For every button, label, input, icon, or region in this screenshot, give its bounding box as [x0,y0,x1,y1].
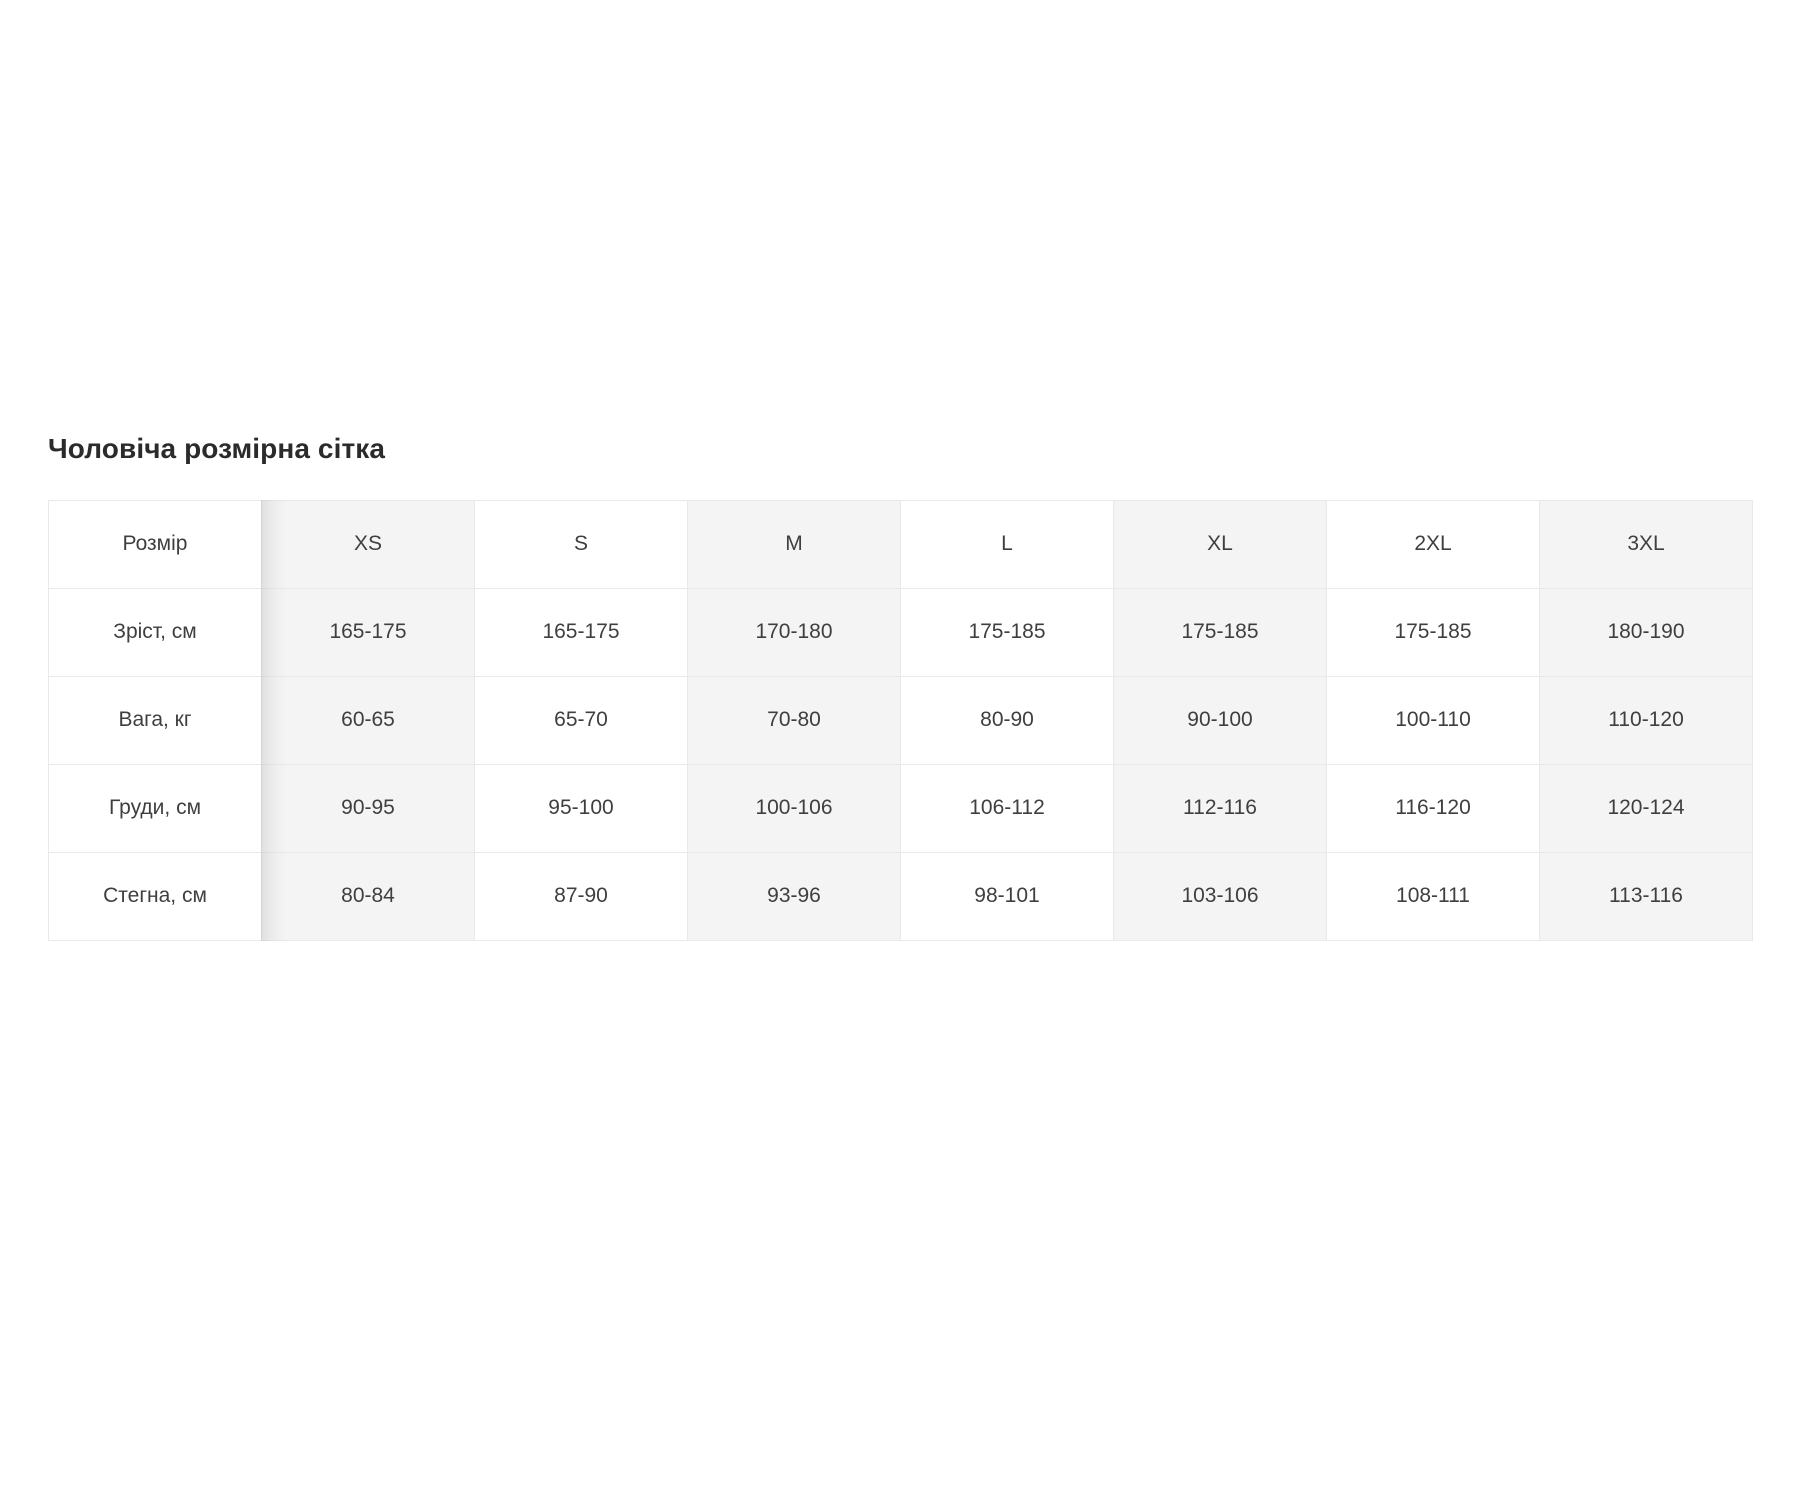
column-header-m: M [687,499,901,589]
cell-height-l: 175-185 [900,587,1114,677]
cell-chest-s: 95-100 [474,763,688,853]
cell-height-m: 170-180 [687,587,901,677]
page-title: Чоловіча розмірна сітка [48,433,386,464]
cell-height-xl: 175-185 [1113,587,1327,677]
cell-hips-2xl: 108-111 [1326,851,1540,941]
cell-height-2xl: 175-185 [1326,587,1540,677]
cell-hips-m: 93-96 [687,851,901,941]
cell-hips-xs: 80-84 [261,851,475,941]
cell-weight-s: 65-70 [474,675,688,765]
cell-weight-3xl: 110-120 [1539,675,1753,765]
column-header-size-label: Розмір [48,499,262,589]
cell-hips-s: 87-90 [474,851,688,941]
cell-weight-l: 80-90 [900,675,1114,765]
cell-hips-xl: 103-106 [1113,851,1327,941]
cell-height-s: 165-175 [474,587,688,677]
cell-height-xs: 165-175 [261,587,475,677]
table-header-row: Розмір XS S M L XL 2XL 3XL [48,499,1753,589]
cell-height-3xl: 180-190 [1539,587,1753,677]
size-chart-block: Чоловіча розмірна сітка Розмір XS S M L … [48,432,1753,941]
cell-weight-2xl: 100-110 [1326,675,1540,765]
table-row: Стегна, см 80-84 87-90 93-96 98-101 103-… [48,851,1753,941]
column-header-s: S [474,499,688,589]
cell-weight-xs: 60-65 [261,675,475,765]
cell-hips-l: 98-101 [900,851,1114,941]
cell-hips-3xl: 113-116 [1539,851,1753,941]
column-header-l: L [900,499,1114,589]
row-label-hips: Стегна, см [48,851,262,941]
cell-weight-m: 70-80 [687,675,901,765]
cell-weight-xl: 90-100 [1113,675,1327,765]
size-table-scroll-container[interactable]: Розмір XS S M L XL 2XL 3XL Зріст, см 165… [48,499,1753,941]
column-header-xl: XL [1113,499,1327,589]
column-header-3xl: 3XL [1539,499,1753,589]
row-label-weight: Вага, кг [48,675,262,765]
table-body: Зріст, см 165-175 165-175 170-180 175-18… [48,587,1753,941]
column-header-2xl: 2XL [1326,499,1540,589]
table-header: Розмір XS S M L XL 2XL 3XL [48,499,1753,589]
cell-chest-xs: 90-95 [261,763,475,853]
cell-chest-m: 100-106 [687,763,901,853]
row-label-chest: Груди, см [48,763,262,853]
cell-chest-2xl: 116-120 [1326,763,1540,853]
table-row: Груди, см 90-95 95-100 100-106 106-112 1… [48,763,1753,853]
table-row: Зріст, см 165-175 165-175 170-180 175-18… [48,587,1753,677]
cell-chest-xl: 112-116 [1113,763,1327,853]
size-chart-table: Розмір XS S M L XL 2XL 3XL Зріст, см 165… [48,499,1753,941]
row-label-height: Зріст, см [48,587,262,677]
cell-chest-3xl: 120-124 [1539,763,1753,853]
table-row: Вага, кг 60-65 65-70 70-80 80-90 90-100 … [48,675,1753,765]
column-header-xs: XS [261,499,475,589]
cell-chest-l: 106-112 [900,763,1114,853]
